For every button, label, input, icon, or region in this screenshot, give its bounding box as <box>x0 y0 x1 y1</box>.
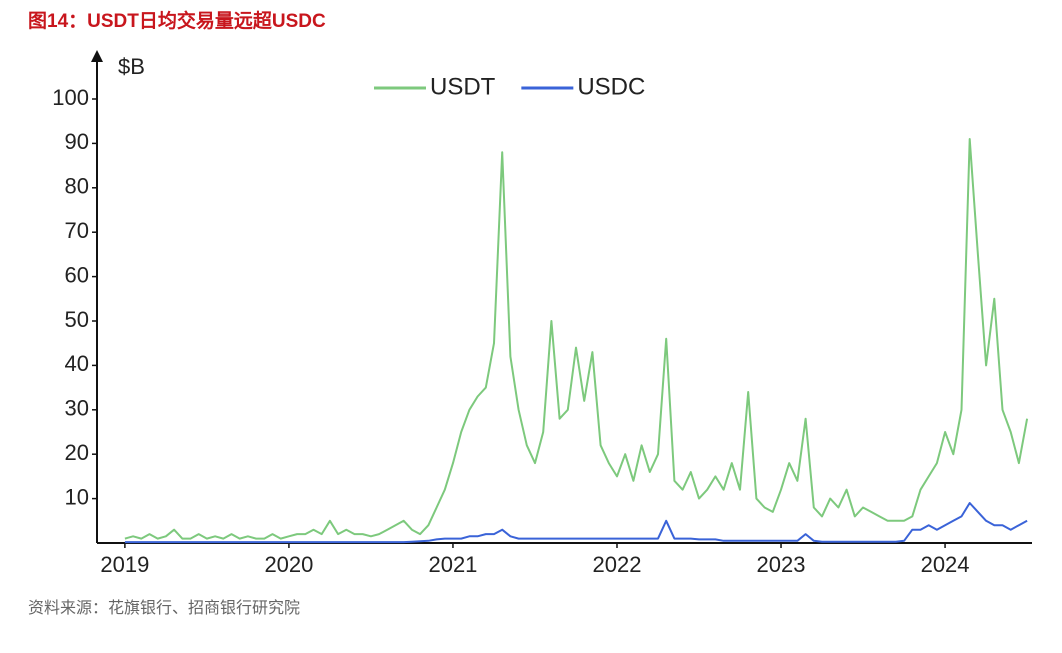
legend-label: USDC <box>577 73 645 100</box>
chart-title: 图14：USDT日均交易量远超USDC <box>28 9 326 32</box>
y-tick-label: 100 <box>52 85 89 110</box>
y-axis-label: $B <box>118 54 145 79</box>
x-tick-label: 2021 <box>428 552 477 577</box>
y-tick-label: 70 <box>65 218 89 243</box>
y-tick-label: 80 <box>65 174 89 199</box>
y-tick-label: 50 <box>65 307 89 332</box>
x-tick-label: 2019 <box>100 552 149 577</box>
x-tick-label: 2024 <box>921 552 970 577</box>
series-line <box>124 138 1029 540</box>
y-tick-label: 30 <box>65 396 89 421</box>
y-tick-label: 40 <box>65 351 89 376</box>
x-tick-label: 2023 <box>757 552 806 577</box>
y-tick-label: 20 <box>65 440 89 465</box>
legend-label: USDT <box>430 73 496 100</box>
x-tick-label: 2020 <box>264 552 313 577</box>
y-axis-arrow <box>91 50 103 62</box>
x-tick-label: 2022 <box>593 552 642 577</box>
y-tick-label: 60 <box>65 262 89 287</box>
source-note: 资料来源：花旗银行、招商银行研究院 <box>28 599 300 617</box>
y-tick-label: 10 <box>65 484 89 509</box>
series-line <box>124 502 1028 544</box>
y-tick-label: 90 <box>65 129 89 154</box>
